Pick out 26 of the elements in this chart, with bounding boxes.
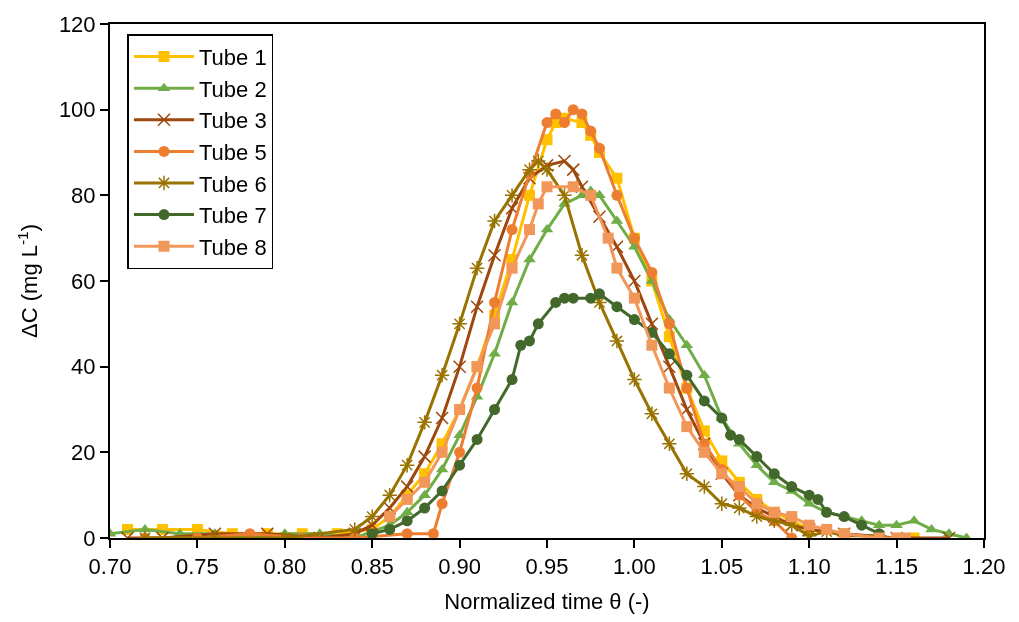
- x-tick-label: 0.70: [88, 554, 132, 580]
- x-tick-label: 1.20: [962, 554, 1006, 580]
- x-tick-label: 1.00: [612, 554, 656, 580]
- legend-label: Tube 5: [198, 139, 267, 165]
- x-tick-label: 1.15: [875, 554, 919, 580]
- y-tick-label: 60: [71, 268, 96, 294]
- x-tick-label: 0.80: [263, 554, 307, 580]
- legend-label: Tube 8: [198, 234, 267, 260]
- legend-label: Tube 7: [198, 203, 267, 229]
- x-tick-label: 1.05: [700, 554, 744, 580]
- x-tick-label: 0.85: [350, 554, 394, 580]
- y-tick-label: 120: [58, 11, 96, 37]
- legend-label: Tube 6: [198, 171, 267, 197]
- x-tick-label: 1.10: [787, 554, 831, 580]
- x-tick-label: 0.90: [438, 554, 482, 580]
- x-axis-title: Normalized time θ (-): [444, 588, 650, 614]
- x-tick-label: 0.75: [175, 554, 219, 580]
- y-tick-label: 20: [71, 440, 96, 466]
- x-tick-label: 0.95: [525, 554, 569, 580]
- y-tick-label: 100: [58, 97, 96, 123]
- legend-label: Tube 1: [198, 45, 267, 71]
- y-tick-label: 40: [71, 354, 96, 380]
- y-tick-label: 0: [83, 525, 96, 551]
- y-tick-label: 80: [71, 183, 96, 209]
- legend-label: Tube 2: [198, 76, 267, 102]
- legend-label: Tube 3: [198, 108, 267, 134]
